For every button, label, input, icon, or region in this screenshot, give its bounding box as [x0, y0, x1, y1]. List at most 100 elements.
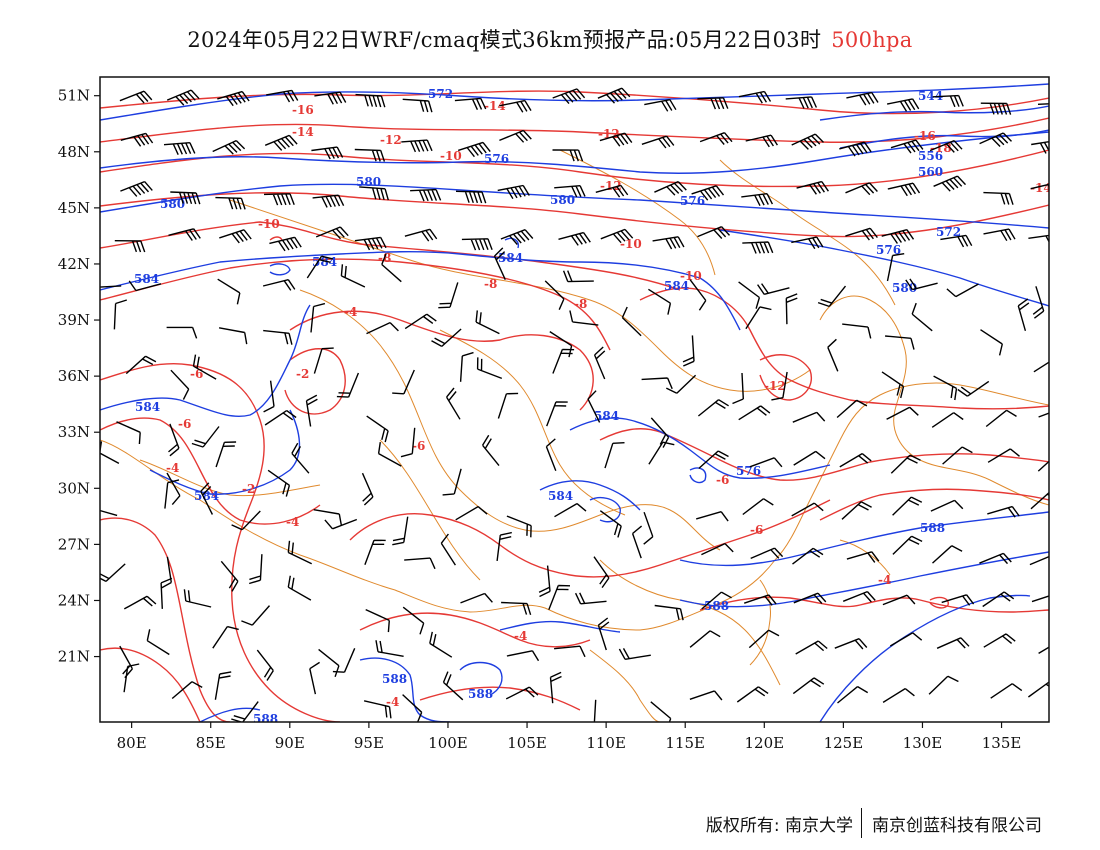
- label-t-6a: -6: [190, 367, 203, 381]
- wind-barb: [1017, 298, 1030, 331]
- wind-barb: [496, 531, 512, 561]
- wind-barb: [846, 551, 880, 563]
- wind-barb: [1033, 361, 1049, 373]
- wind-barb: [599, 132, 633, 147]
- wind-barb: [691, 185, 725, 201]
- label-h-572: 572: [428, 87, 453, 101]
- wind-barb: [545, 438, 557, 472]
- wind-barb: [696, 511, 729, 522]
- wind-barb: [500, 229, 534, 245]
- wind-barb: [983, 633, 1016, 648]
- wind-barb: [942, 446, 973, 465]
- wind-barb: [113, 299, 128, 330]
- wind-barb: [1027, 681, 1049, 698]
- label-h-588b: 588: [704, 599, 729, 613]
- wind-barb: [793, 450, 826, 466]
- wind-barb: [266, 89, 299, 103]
- label-t-10d: -10: [680, 269, 702, 283]
- wind-barb: [366, 415, 389, 443]
- wind-barb: [381, 253, 402, 283]
- label-t-16b: -16: [914, 129, 936, 143]
- wind-barb: [792, 547, 824, 565]
- wind-barb: [817, 285, 847, 308]
- wind-barb: [552, 348, 575, 374]
- wind-barb: [538, 565, 551, 598]
- wind-barb: [241, 605, 271, 626]
- wind-barb: [263, 329, 293, 345]
- wind-barb: [648, 441, 675, 465]
- label-t-10b: -10: [258, 217, 280, 231]
- label-t-10a: -10: [440, 149, 462, 163]
- wind-barb: [701, 542, 734, 556]
- wind-barb: [361, 472, 374, 506]
- label-h-584f: 584: [594, 409, 619, 423]
- label-h-584a: 584: [134, 272, 159, 286]
- wind-barb: [310, 302, 326, 333]
- wind-barb: [983, 228, 1016, 242]
- wind-barb: [501, 601, 532, 616]
- lon-tick-label: 80E: [117, 734, 147, 752]
- label-t-6d: -6: [716, 473, 729, 487]
- wind-barb: [792, 677, 825, 695]
- label-h-556: 556: [918, 149, 943, 163]
- wind-barb: [946, 283, 979, 298]
- wind-barb: [291, 442, 310, 474]
- wind-barb: [217, 278, 241, 305]
- wind-barb: [160, 577, 173, 609]
- wind-barb: [183, 589, 212, 608]
- wind-barb: [306, 255, 334, 279]
- wind-barb: [313, 347, 334, 374]
- wind-barb: [882, 594, 916, 606]
- wind-barb: [697, 399, 729, 417]
- temperature-contours: [100, 90, 1049, 722]
- wind-barb: [933, 175, 967, 192]
- wind-barb: [313, 509, 343, 526]
- wind-barb: [506, 515, 532, 538]
- wind-barb: [698, 450, 729, 469]
- wind-barb: [554, 502, 587, 518]
- wind-barb: [546, 401, 568, 427]
- wind-barb: [1031, 595, 1049, 603]
- label-h-584i: 576: [736, 464, 761, 478]
- wind-barb: [460, 592, 493, 604]
- wind-barb: [911, 302, 933, 332]
- lat-tick-label: 51N: [58, 87, 90, 105]
- lat-tick-label: 30N: [58, 479, 90, 497]
- lon-tick-label: 135E: [982, 734, 1022, 752]
- wind-barb: [114, 240, 146, 253]
- wind-barb: [212, 139, 246, 155]
- lat-tick-label: 39N: [58, 311, 90, 329]
- wind-barb: [168, 228, 201, 241]
- wind-barb: [497, 392, 519, 419]
- wind-barb: [599, 510, 622, 538]
- temperature-labels: -16 -14 -14 -12 -12 -12 -10 -10 -10 -8 -…: [166, 99, 1049, 709]
- wind-barb: [600, 228, 634, 244]
- label-h-584c: 584: [498, 251, 523, 265]
- wind-barb: [170, 191, 201, 205]
- wind-barb: [336, 372, 360, 398]
- lon-tick-label: 110E: [586, 734, 626, 752]
- wind-barbs: [100, 87, 1049, 722]
- label-t-14b: -14: [292, 125, 314, 139]
- wind-barb: [438, 282, 459, 309]
- lon-tick-label: 100E: [428, 734, 468, 752]
- wind-barb: [742, 241, 774, 254]
- wind-barb: [682, 335, 695, 367]
- label-t-6c: -6: [412, 439, 425, 453]
- lon-tick-label: 105E: [507, 734, 547, 752]
- wind-barb: [457, 141, 491, 158]
- wind-barb: [164, 479, 180, 509]
- wind-barb: [936, 637, 970, 649]
- label-h-588a: 588: [920, 521, 945, 535]
- lon-tick-label: 125E: [824, 734, 864, 752]
- lat-tick-label: 27N: [58, 535, 90, 553]
- wind-barb: [593, 699, 597, 722]
- wind-barb: [792, 411, 826, 423]
- wind-barb: [932, 545, 963, 564]
- wind-barb: [100, 285, 122, 288]
- wind-barb: [401, 139, 433, 153]
- label-t-4e: -4: [878, 573, 891, 587]
- wind-barb: [217, 90, 250, 107]
- wind-barb: [123, 663, 140, 693]
- lat-tick-label: 21N: [58, 648, 90, 666]
